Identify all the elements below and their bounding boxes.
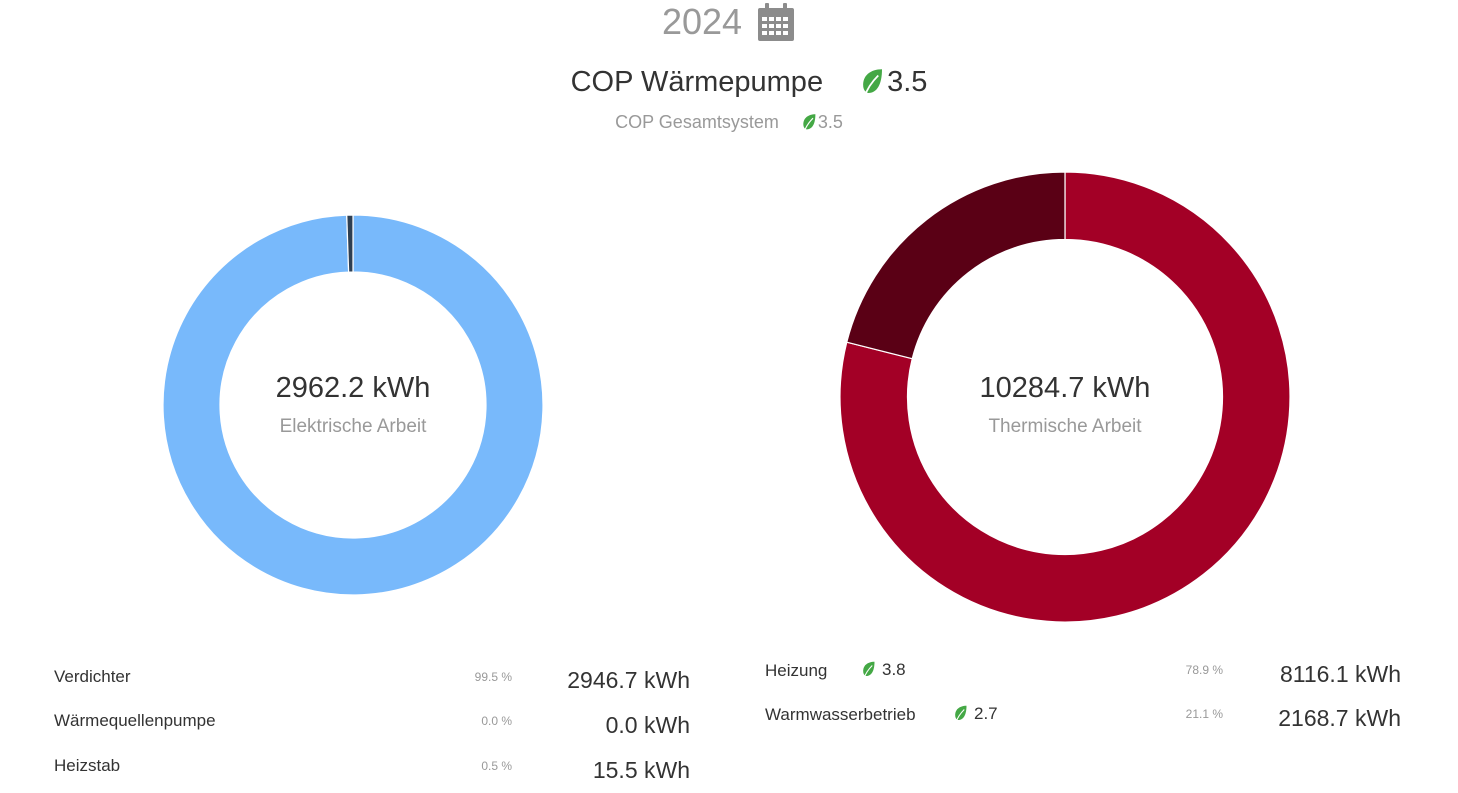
donut-slice-warmwasserbetrieb[interactable] bbox=[846, 171, 1066, 360]
row-kwh: 0.0 kWh bbox=[605, 712, 690, 738]
row-name: Warmwasserbetrieb bbox=[765, 705, 916, 724]
row-cop: 2.7 bbox=[953, 704, 998, 724]
row-name: Wärmequellenpumpe bbox=[54, 711, 216, 730]
electric-total-label: Elektrische Arbeit bbox=[279, 416, 427, 437]
leaf-icon bbox=[953, 705, 968, 723]
thermal-row-heizung: Heizung 3.8 78.9 % 8116.1 kWh bbox=[711, 654, 1411, 698]
cop-system-label: COP Gesamtsystem bbox=[615, 112, 779, 132]
row-cop: 3.8 bbox=[861, 660, 906, 680]
thermal-row-warmwasser: Warmwasserbetrieb 2.7 21.1 % 2168.7 kWh bbox=[711, 698, 1411, 742]
row-cop-value: 2.7 bbox=[974, 704, 998, 723]
donut-slice-verdichter[interactable] bbox=[162, 214, 544, 596]
electric-row-verdichter: Verdichter 99.5 % 2946.7 kWh bbox=[0, 660, 700, 704]
row-cop-value: 3.8 bbox=[882, 660, 906, 679]
row-percent: 78.9 % bbox=[1185, 663, 1223, 677]
row-kwh: 15.5 kWh bbox=[592, 757, 690, 783]
cop-heatpump: COP Wärmepumpe 3.5 bbox=[0, 66, 1458, 99]
donut-slice-heizstab[interactable] bbox=[346, 214, 354, 273]
electric-row-heizstab: Heizstab 0.5 % 15.5 kWh bbox=[0, 749, 700, 793]
row-name: Verdichter bbox=[54, 667, 131, 686]
year-label: 2024 bbox=[661, 1, 743, 42]
calendar-icon[interactable] bbox=[756, 2, 796, 42]
row-percent: 0.5 % bbox=[481, 759, 512, 773]
cop-system-value: 3.5 bbox=[817, 112, 843, 132]
thermal-total-label: Thermische Arbeit bbox=[988, 416, 1142, 437]
row-percent: 21.1 % bbox=[1185, 707, 1223, 721]
leaf-icon bbox=[859, 68, 885, 98]
row-kwh: 2168.7 kWh bbox=[1278, 705, 1401, 731]
thermal-total-value: 10284.7 kWh bbox=[979, 372, 1151, 404]
cop-system: COP Gesamtsystem 3.5 bbox=[0, 112, 1458, 133]
cop-heatpump-value: 3.5 bbox=[887, 66, 928, 98]
row-kwh: 2946.7 kWh bbox=[567, 667, 690, 693]
row-kwh: 8116.1 kWh bbox=[1279, 661, 1401, 687]
row-percent: 99.5 % bbox=[474, 670, 512, 684]
cop-heatpump-label: COP Wärmepumpe bbox=[570, 66, 824, 98]
donut-slice-heizung[interactable] bbox=[839, 171, 1291, 623]
electric-total-value: 2962.2 kWh bbox=[275, 372, 431, 404]
leaf-icon bbox=[861, 661, 876, 679]
thermal-donut-chart bbox=[839, 171, 1291, 623]
row-name: Heizung bbox=[765, 661, 828, 680]
row-percent: 0.0 % bbox=[481, 714, 512, 728]
electric-donut-chart bbox=[162, 214, 544, 596]
electric-row-waermequellenpumpe: Wärmequellenpumpe 0.0 % 0.0 kWh bbox=[0, 705, 700, 749]
year-header: 2024 bbox=[0, 0, 1458, 44]
row-name: Heizstab bbox=[54, 756, 121, 775]
leaf-icon bbox=[801, 113, 817, 133]
